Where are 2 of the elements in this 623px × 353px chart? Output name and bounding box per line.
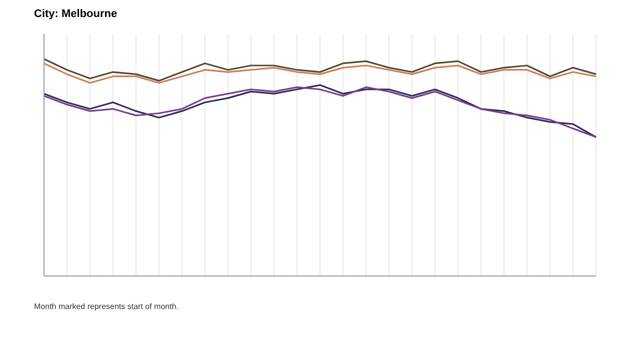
chart-title: City: Melbourne	[34, 8, 118, 22]
text: Month marked represents start of month.	[34, 302, 180, 311]
